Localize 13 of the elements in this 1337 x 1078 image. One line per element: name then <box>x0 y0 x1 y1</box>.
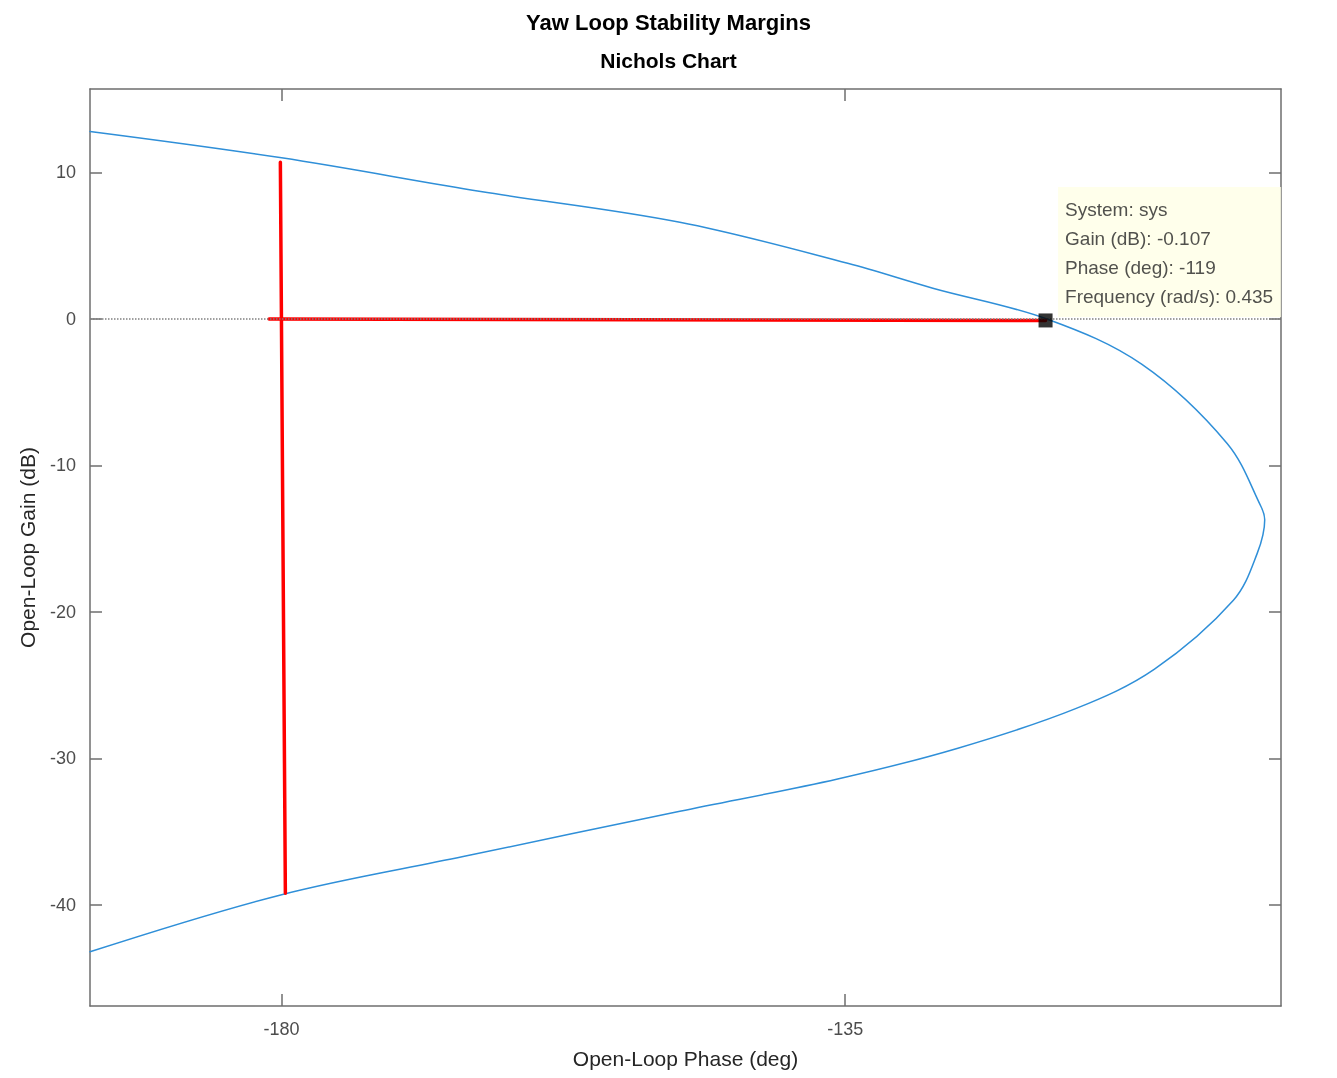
y-tick-label: 0 <box>65 308 76 329</box>
x-tick-label: -180 <box>263 1019 300 1039</box>
y-tick-label: -30 <box>49 748 76 769</box>
chart-title: Yaw Loop Stability Margins <box>526 9 811 35</box>
y-tick-label: -40 <box>49 894 76 915</box>
annotation: System: sys Gain (dB): -0.107 Phase (deg): -119 Frequency (rad/s): 0.435 <box>1065 199 1274 308</box>
y-tick-label: 10 <box>55 162 76 183</box>
y-axis-title: Open-Loop Gain (dB) <box>16 447 39 648</box>
chart-subtitle: Nichols Chart <box>600 49 737 72</box>
y-tick-label: -10 <box>49 455 76 476</box>
y-tick-label: -20 <box>49 601 76 622</box>
x-tick-label: -135 <box>827 1019 864 1039</box>
x-axis-title: Open-Loop Phase (deg) <box>572 1047 799 1070</box>
